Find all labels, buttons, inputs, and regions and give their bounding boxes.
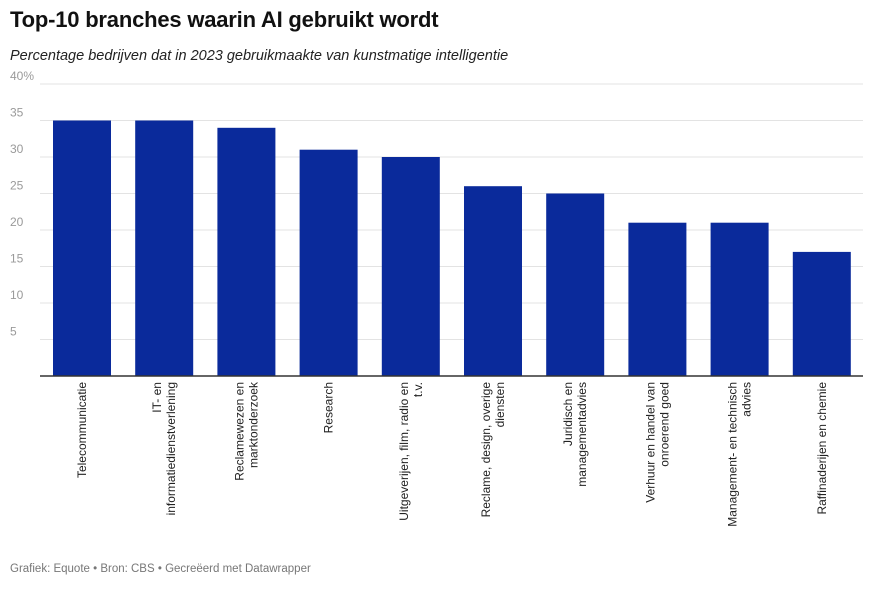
y-tick-label: 15 [10, 252, 24, 266]
x-category-label: informatiedienstverlening [164, 382, 178, 515]
y-tick-label: 20 [10, 215, 24, 229]
x-category-label: advies [740, 382, 754, 417]
x-category-label: Management- en technisch [726, 382, 740, 527]
x-category-label: IT- en [150, 382, 164, 413]
bar [710, 222, 769, 376]
bar [546, 193, 605, 376]
bars [53, 120, 851, 376]
y-tick-label: 35 [10, 106, 24, 120]
x-category-label: managementadvies [575, 382, 589, 487]
chart-subtitle: Percentage bedrijven dat in 2023 gebruik… [10, 48, 509, 64]
bar-chart: 5 10 15 20 25 30 35 40% Telecommunicatie IT- en i… [10, 69, 863, 527]
y-tick-label: 5 [10, 325, 17, 339]
y-axis-ticks: 5 10 15 20 25 30 35 40% [10, 69, 34, 339]
category-labels: Telecommunicatie IT- en informatiedienstve… [75, 381, 829, 527]
x-category-label: Uitgeverijen, film, radio en [397, 382, 411, 521]
x-category-label: onroerend goed [657, 382, 671, 467]
bar [53, 120, 111, 376]
x-category-label: marktonderzoek [246, 381, 260, 468]
chart-title: Top-10 branches waarin AI gebruikt wordt [10, 7, 439, 32]
x-category-label: Verhuur en handel van [643, 382, 657, 503]
bar [792, 251, 851, 376]
x-category-label: Juridisch en [561, 382, 575, 446]
bar [135, 120, 194, 376]
bar [464, 186, 522, 376]
x-category-label: t.v. [411, 382, 425, 397]
x-category-label: Reclamewezen en [232, 382, 246, 481]
source-credit: Grafiek: Equote • Bron: CBS • Gecreëerd … [10, 563, 311, 575]
x-category-label: diensten [493, 382, 507, 427]
x-category-label: Reclame, design, overige [479, 382, 493, 518]
bar [381, 157, 440, 376]
bar [628, 222, 687, 376]
x-category-label: Raffinaderijen en chemie [815, 382, 829, 515]
y-tick-label: 40% [10, 69, 34, 83]
x-category-label: Telecommunicatie [75, 382, 89, 478]
y-tick-label: 30 [10, 142, 24, 156]
x-category-label: Research [322, 382, 336, 433]
y-tick-label: 25 [10, 179, 24, 193]
y-tick-label: 10 [10, 288, 24, 302]
bar [217, 127, 276, 376]
bar [299, 149, 358, 376]
